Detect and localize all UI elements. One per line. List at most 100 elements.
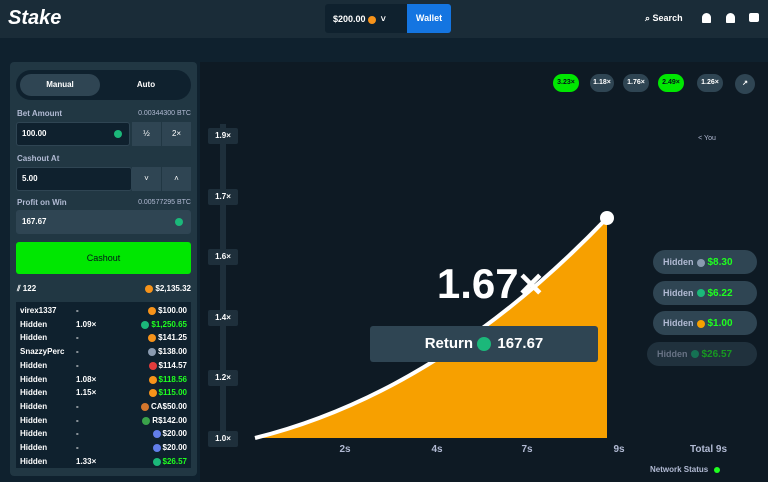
bet-row: Hidden 1.09× $1,250.65: [16, 318, 191, 331]
player-multiplier: -: [76, 415, 79, 425]
bet-row: SnazzyPerc - $138.00: [16, 345, 191, 358]
player-multiplier: 1.09×: [76, 319, 97, 329]
coin-icon: [148, 307, 156, 315]
bet-row: virex1337 - $100.00: [16, 304, 191, 317]
player-amount: $26.57: [162, 456, 187, 466]
bet-row: Hidden 1.15× $115.00: [16, 386, 191, 399]
game-area: 1.67× Return 167.67 < You ↗ Network Stat…: [200, 62, 768, 482]
y-axis-track: [220, 124, 226, 444]
tab-manual[interactable]: Manual: [20, 74, 100, 96]
coin-icon: [153, 444, 161, 452]
curve-fill: [255, 218, 607, 438]
return-value: 167.67: [497, 335, 544, 352]
player-name: Hidden: [20, 456, 48, 466]
curve-head: [600, 211, 614, 225]
player-multiplier: -: [76, 429, 79, 439]
cashout-button[interactable]: Cashout: [16, 242, 191, 274]
player-amount: $141.25: [158, 333, 187, 343]
bet-row: Hidden - $20.00: [16, 427, 191, 440]
cashout-pill: Hidden $1.00: [653, 311, 757, 335]
x-label: 2s: [339, 444, 351, 455]
x-label: 9s: [613, 444, 625, 455]
player-multiplier: 1.15×: [76, 388, 97, 398]
y-label: 1.7×: [208, 188, 238, 205]
cashout-name: Hidden: [663, 318, 694, 328]
top-bar: Stake $200.00 ˅ Wallet ⌕ Search: [0, 0, 768, 38]
profit-label: Profit on Win: [17, 198, 67, 207]
chat-icon[interactable]: [749, 13, 759, 22]
history-pill[interactable]: 1.76×: [623, 74, 649, 92]
history-pill[interactable]: 2.49×: [658, 74, 684, 92]
half-button[interactable]: ½: [132, 122, 161, 146]
cashout-pill: Hidden $8.30: [653, 250, 757, 274]
history-pill[interactable]: 1.26×: [697, 74, 723, 92]
decrease-button[interactable]: ˅: [132, 167, 161, 191]
profile-icon[interactable]: [702, 13, 711, 23]
player-name: Hidden: [20, 443, 48, 452]
bet-row: Hidden - $141.25: [16, 331, 191, 344]
profit-btc: 0.00577295 BTC: [138, 199, 191, 206]
history-chart-button[interactable]: ↗: [735, 74, 755, 94]
player-multiplier: -: [76, 333, 79, 343]
coin-icon: [153, 457, 161, 466]
search[interactable]: ⌕ Search: [645, 13, 683, 23]
player-amount: $20.00: [162, 429, 187, 439]
cashout-name: Hidden: [663, 257, 694, 267]
you-label: < You: [698, 135, 716, 142]
player-name: virex1337: [20, 306, 57, 315]
coin-icon: [696, 319, 705, 328]
tab-auto[interactable]: Auto: [136, 80, 156, 89]
tabs: Manual Auto: [16, 70, 191, 100]
network-status-label: Network Status: [650, 465, 709, 474]
bet-row: Hidden 1.08× $118.56: [16, 373, 191, 386]
cashout-pill: Hidden $6.22: [653, 280, 757, 305]
coin-icon: [149, 389, 157, 398]
player-multiplier: -: [76, 401, 79, 411]
cashout-amount: $8.30: [707, 257, 733, 268]
total-time: Total 9s: [690, 444, 728, 455]
coin-icon: [148, 348, 156, 357]
coin-icon: [153, 430, 161, 439]
search-label: Search: [652, 13, 683, 23]
player-amount: $20.00: [162, 443, 187, 452]
player-multiplier: -: [76, 443, 79, 452]
player-name: Hidden: [20, 374, 48, 384]
history-pill[interactable]: 1.18×: [590, 74, 614, 92]
coin-icon: [149, 375, 157, 384]
notifications-icon[interactable]: [726, 13, 735, 23]
cashout-at-label: Cashout At: [17, 154, 60, 163]
profit-value: 167.67: [22, 217, 47, 226]
bet-amount-value: 100.00: [22, 129, 47, 138]
player-amount: $1,250.65: [151, 319, 187, 329]
y-label: 1.0×: [208, 431, 238, 447]
player-name: Hidden: [20, 360, 48, 370]
coin-icon: [142, 416, 150, 425]
bet-row: Hidden - CA$50.00: [16, 400, 191, 413]
player-multiplier: -: [76, 360, 79, 370]
y-label: 1.2×: [208, 370, 238, 387]
player-amount: $100.00: [158, 306, 187, 315]
bets-total: $2,135.32: [145, 284, 191, 293]
cashout-at-input[interactable]: 5.00: [16, 167, 132, 191]
balance[interactable]: $200.00 ˅: [325, 4, 407, 33]
player-amount: CA$50.00: [150, 401, 187, 411]
double-button[interactable]: 2×: [162, 122, 191, 146]
player-name: Hidden: [20, 429, 48, 439]
wallet-button[interactable]: Wallet: [407, 4, 451, 33]
coin-icon: [149, 361, 157, 370]
player-amount: $114.57: [158, 360, 187, 370]
y-label: 1.6×: [208, 249, 238, 266]
cashout-pill: Hidden $26.57: [647, 341, 757, 366]
history-pill[interactable]: 3.23×: [553, 74, 579, 92]
x-label: 7s: [521, 444, 533, 455]
logo[interactable]: Stake: [8, 7, 62, 29]
control-panel: Manual Auto Bet Amount 0.00344300 BTC 10…: [10, 62, 197, 476]
balance-value: $200.00: [333, 14, 366, 24]
players-value: 122: [22, 284, 37, 293]
increase-button[interactable]: ˄: [162, 167, 191, 191]
player-multiplier: 1.33×: [76, 456, 97, 466]
bet-amount-input[interactable]: 100.00: [16, 122, 130, 146]
player-name: Hidden: [20, 333, 48, 343]
coin-icon: [148, 334, 156, 343]
coin-icon: [690, 350, 699, 359]
